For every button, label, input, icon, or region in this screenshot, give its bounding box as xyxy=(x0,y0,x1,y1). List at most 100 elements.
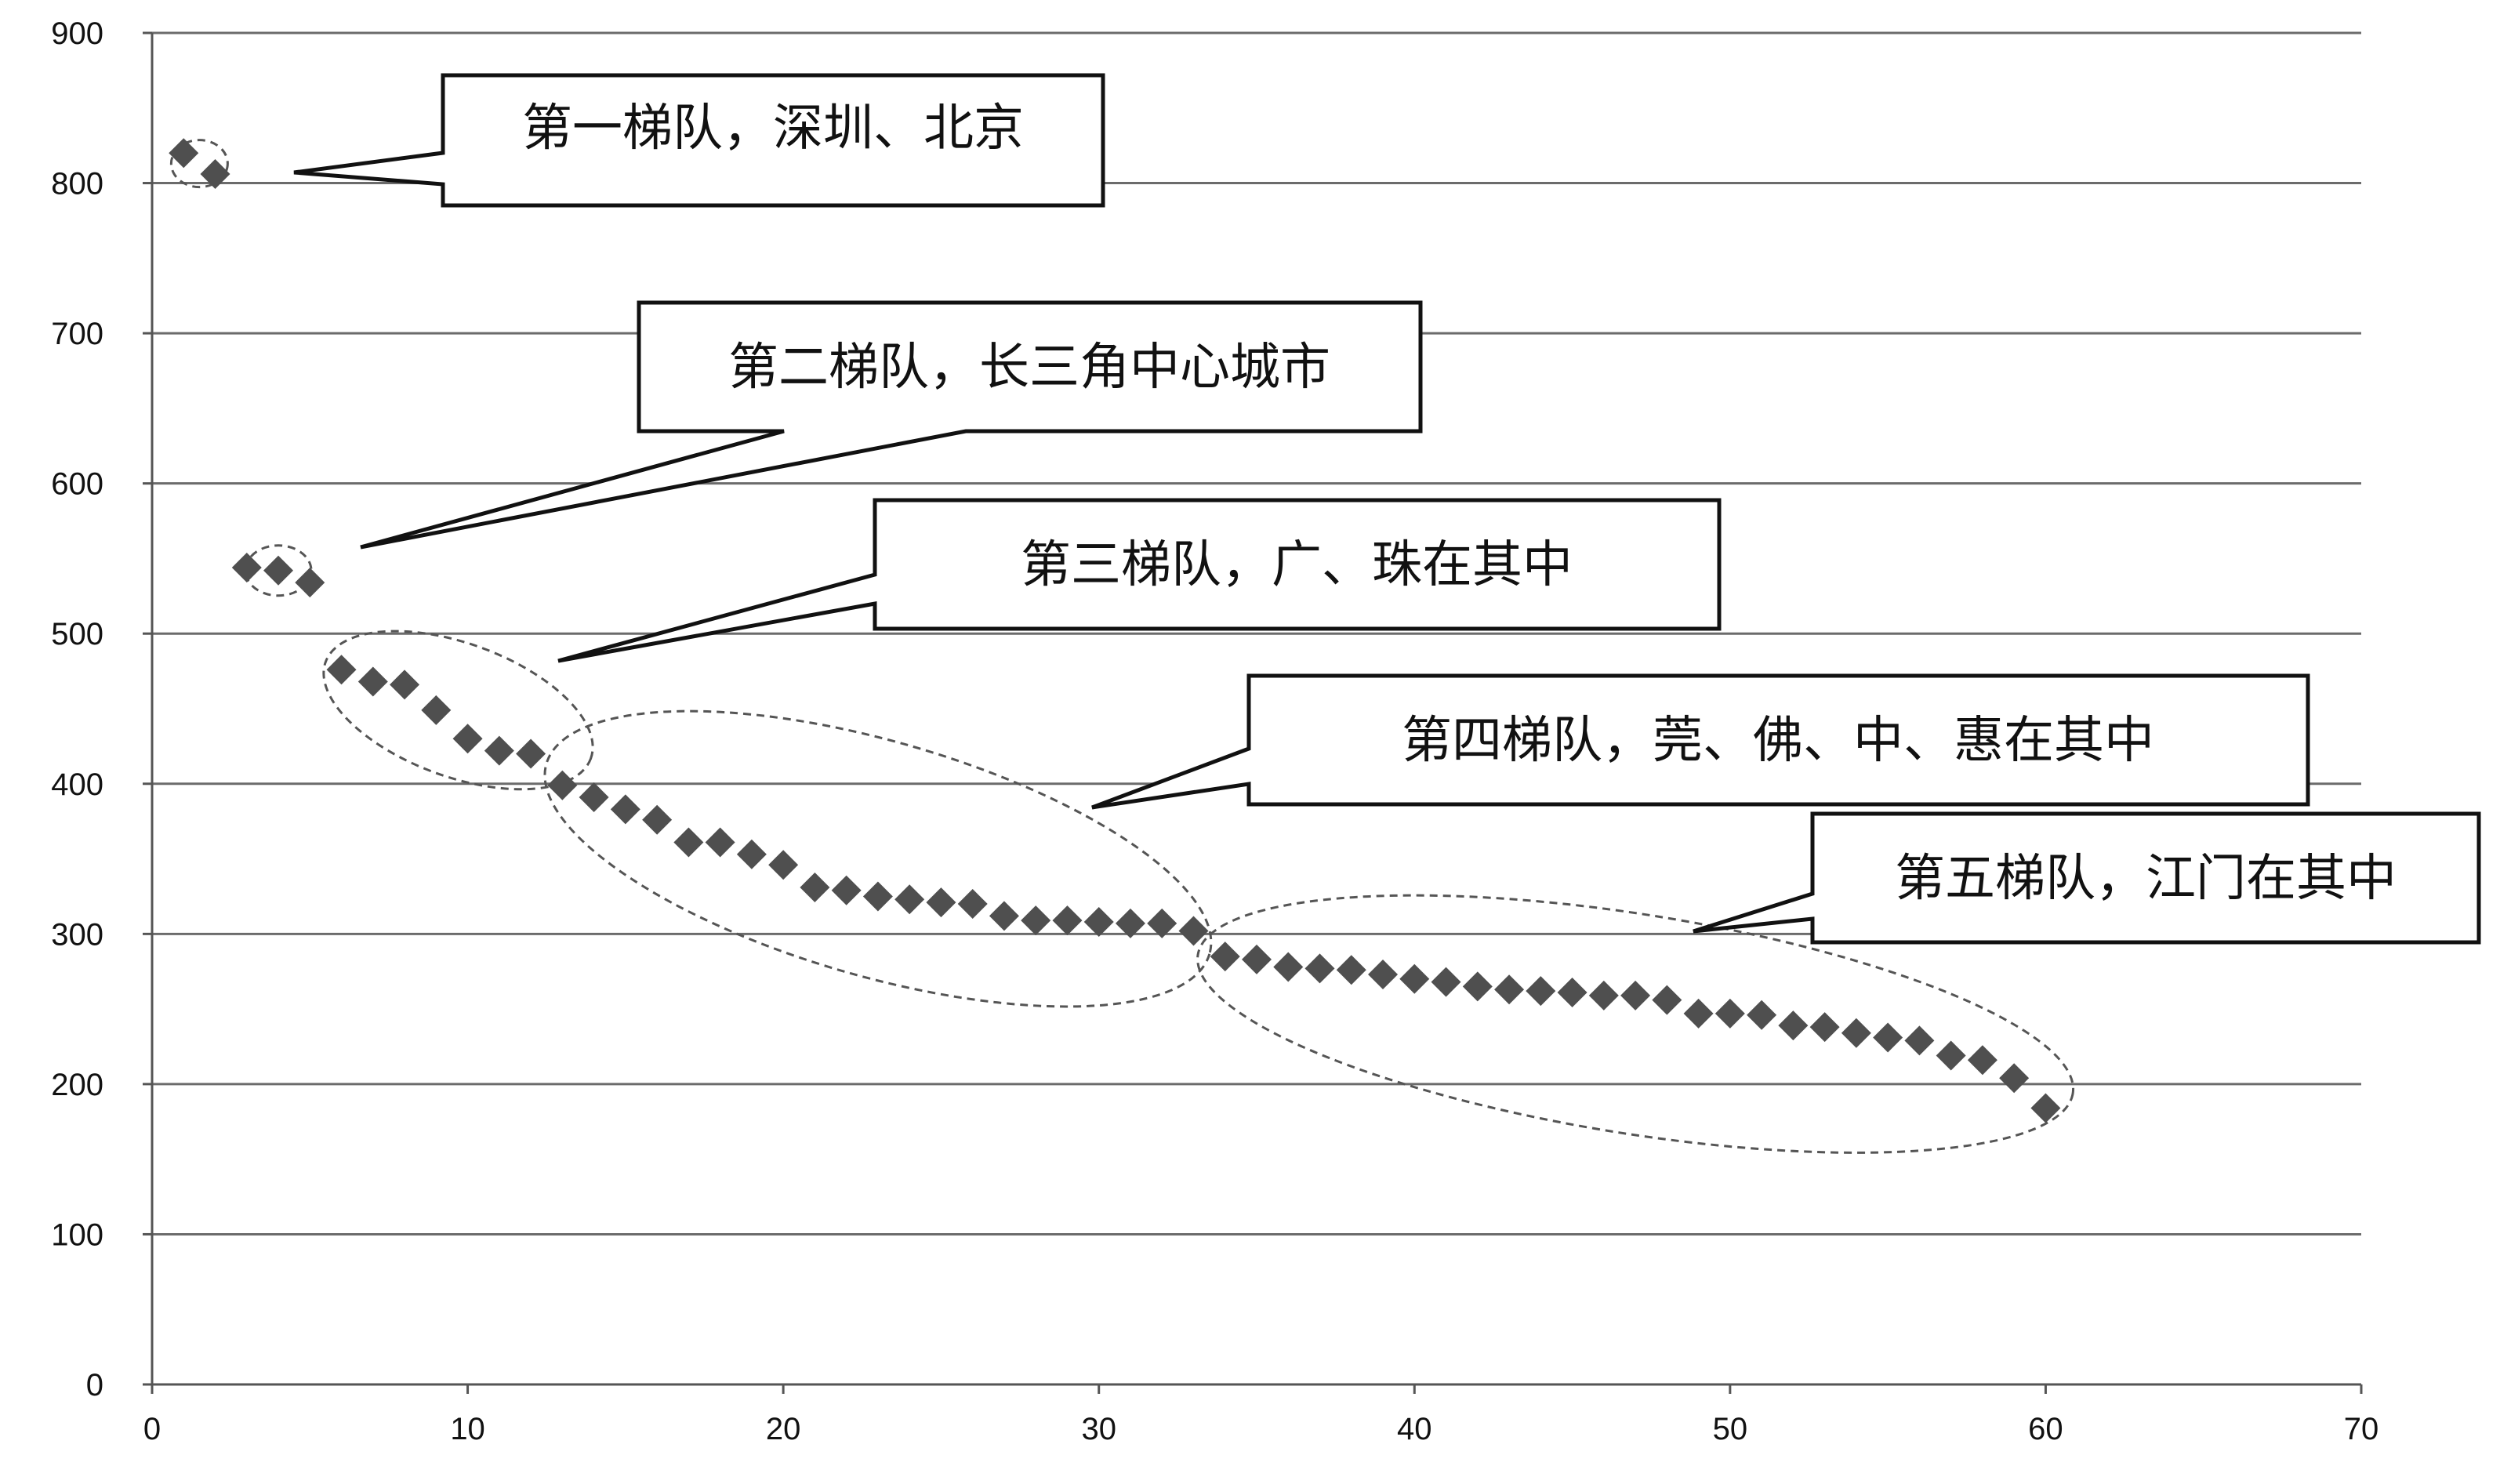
data-point xyxy=(1462,971,1493,1002)
y-tick-label: 600 xyxy=(51,467,103,502)
data-point xyxy=(484,735,514,766)
data-point xyxy=(1021,905,1051,936)
callout-label-tier-4: 第四梯队，莞、佛、中、惠在其中 xyxy=(1402,712,2154,770)
data-point xyxy=(326,655,357,685)
data-point xyxy=(768,850,799,880)
x-tick-label: 50 xyxy=(1713,1412,1748,1446)
data-point xyxy=(1147,908,1177,938)
y-tick-label: 500 xyxy=(51,617,103,651)
data-point xyxy=(610,794,640,825)
data-point xyxy=(989,901,1019,931)
data-point xyxy=(957,889,988,920)
y-tick-label: 200 xyxy=(51,1068,103,1102)
data-point xyxy=(452,724,483,754)
callout-label-tier-5: 第五梯队，江门在其中 xyxy=(1895,850,2397,908)
data-point xyxy=(1178,916,1209,946)
data-points xyxy=(169,138,2061,1123)
data-point xyxy=(894,884,925,915)
data-point xyxy=(1304,953,1335,984)
data-point xyxy=(1431,967,1461,997)
callout-label-tier-2: 第二梯队，长三角中心城市 xyxy=(728,339,1330,397)
data-point xyxy=(1115,908,1145,938)
data-point xyxy=(357,666,388,697)
data-point xyxy=(1809,1012,1840,1043)
data-point xyxy=(1588,980,1619,1010)
group-ellipse-tier-4 xyxy=(543,709,1213,1008)
data-point xyxy=(1052,905,1083,936)
data-point xyxy=(1494,974,1525,1005)
callout-tier-2: 第二梯队，长三角中心城市 xyxy=(360,300,1423,550)
data-point xyxy=(800,872,830,902)
data-point xyxy=(200,159,230,190)
data-point xyxy=(1778,1010,1809,1041)
y-tick-label: 300 xyxy=(51,917,103,952)
data-point xyxy=(1210,942,1240,972)
group-ellipses xyxy=(169,139,2075,1154)
data-point xyxy=(547,770,578,800)
axes: 0 100 200 300 400 500 600 700 800 900 0 10 20 30 40 50 6… xyxy=(51,16,2378,1446)
data-point xyxy=(1747,1000,1777,1030)
y-tick-label: 100 xyxy=(51,1217,103,1252)
data-point xyxy=(1083,907,1114,938)
data-point xyxy=(1273,952,1304,982)
data-point xyxy=(390,669,420,700)
y-tick-label: 900 xyxy=(51,16,103,51)
data-point xyxy=(579,782,609,813)
x-tick-label: 20 xyxy=(766,1412,801,1446)
data-point xyxy=(1336,955,1366,985)
data-point xyxy=(673,827,704,858)
data-point xyxy=(263,555,294,586)
data-point xyxy=(736,839,767,869)
data-point xyxy=(1841,1018,1871,1048)
x-tick-label: 10 xyxy=(450,1412,485,1446)
callout-tier-4: 第四梯队，莞、佛、中、惠在其中 xyxy=(1091,673,2310,810)
data-point xyxy=(295,568,325,598)
data-point xyxy=(705,827,735,858)
data-point xyxy=(1904,1025,1935,1056)
data-point xyxy=(1526,976,1556,1007)
group-ellipse-tier-5 xyxy=(1196,894,2075,1154)
callout-tier-1: 第一梯队，深圳、北京 xyxy=(293,73,1105,208)
data-point xyxy=(1557,978,1587,1008)
data-point xyxy=(516,738,546,769)
group-ellipse-tier-3 xyxy=(322,630,594,791)
data-point xyxy=(1683,998,1714,1029)
callout-box-tier-5 xyxy=(1693,811,2481,945)
data-point xyxy=(862,881,893,912)
data-point xyxy=(421,695,452,725)
data-point xyxy=(1999,1063,2030,1094)
data-point xyxy=(926,887,956,918)
x-tick-label: 40 xyxy=(1397,1412,1432,1446)
data-point xyxy=(2030,1093,2061,1123)
callout-tier-5: 第五梯队，江门在其中 xyxy=(1693,811,2481,945)
callout-tier-3: 第三梯队，广、珠在其中 xyxy=(557,498,1722,663)
callout-box-tier-4 xyxy=(1091,673,2310,810)
callout-box-tier-3 xyxy=(557,498,1722,663)
callout-box-tier-2 xyxy=(360,300,1423,550)
data-point xyxy=(1936,1040,1966,1071)
x-tick-label: 0 xyxy=(143,1412,161,1446)
data-point xyxy=(1620,980,1651,1010)
data-point xyxy=(1399,963,1430,994)
x-tick-label: 70 xyxy=(2344,1412,2379,1446)
group-ellipse-tier-1 xyxy=(169,139,229,189)
data-point xyxy=(1368,960,1399,990)
callout-label-tier-3: 第三梯队，广、珠在其中 xyxy=(1021,536,1573,594)
data-point xyxy=(231,552,262,582)
callout-label-tier-1: 第一梯队，深圳、北京 xyxy=(522,100,1024,158)
data-point xyxy=(831,875,862,905)
x-tick-label: 60 xyxy=(2028,1412,2063,1446)
y-tick-label: 800 xyxy=(51,167,103,201)
gridlines xyxy=(152,31,2361,1235)
data-point xyxy=(1967,1045,1997,1076)
data-point xyxy=(1714,998,1745,1029)
y-tick-label: 0 xyxy=(86,1368,103,1402)
y-tick-label: 700 xyxy=(51,317,103,351)
callout-box-tier-1 xyxy=(293,73,1105,208)
callouts: 第一梯队，深圳、北京 第二梯队，长三角中心城市 第三梯队，广、珠在其中 第四梯队… xyxy=(293,73,2481,945)
data-point xyxy=(1242,944,1272,974)
data-point xyxy=(1873,1022,1903,1053)
y-tick-label: 400 xyxy=(51,767,103,802)
data-point xyxy=(1652,985,1682,1015)
